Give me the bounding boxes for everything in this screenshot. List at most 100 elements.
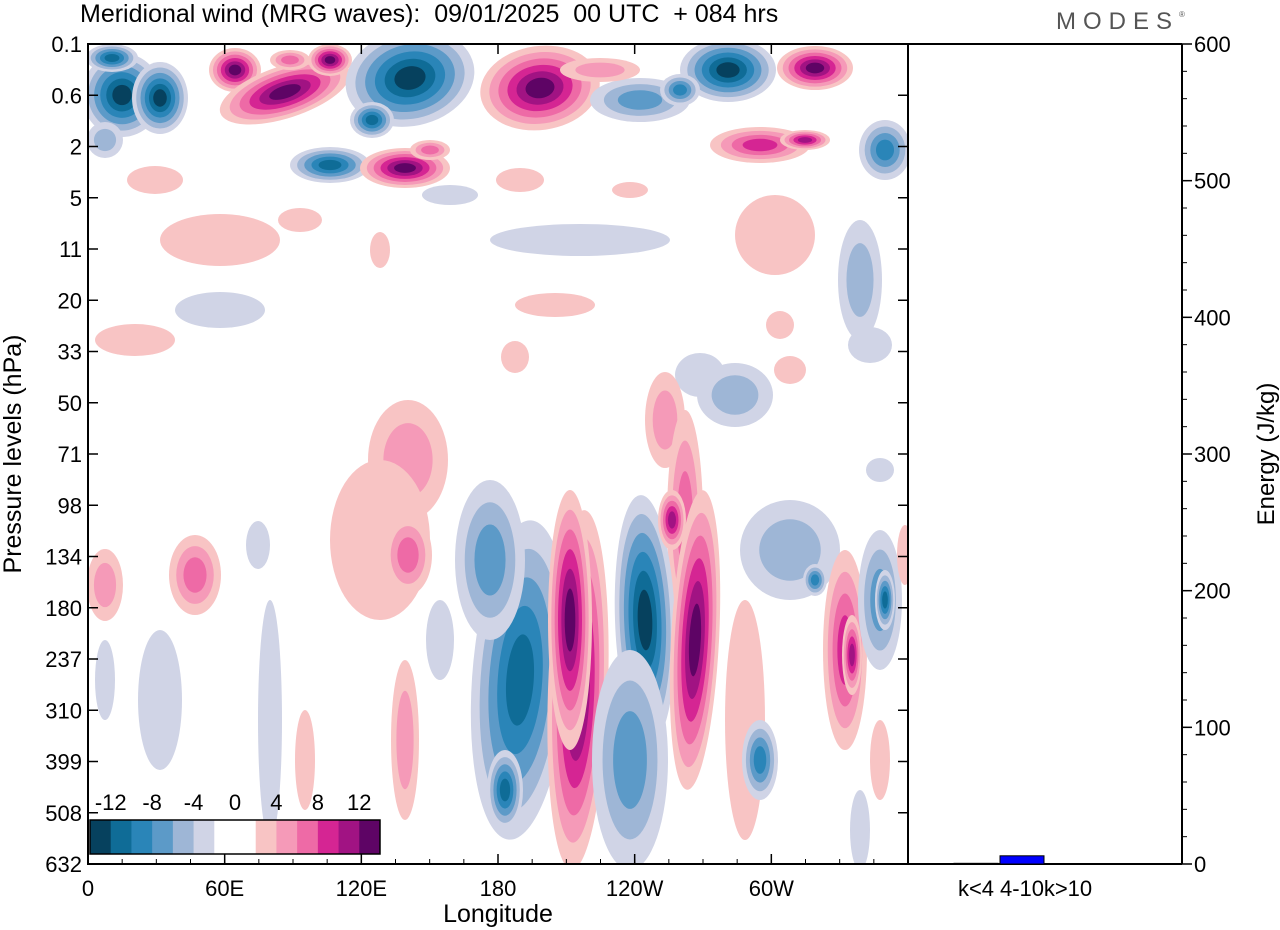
y-tick-label: 180 bbox=[45, 596, 82, 621]
positive-anomaly bbox=[270, 50, 310, 70]
negative-anomaly bbox=[138, 630, 182, 770]
y-tick-label: 632 bbox=[45, 852, 82, 877]
x-tick-label: 60W bbox=[749, 876, 794, 901]
energy-axis-label: Energy (J/kg) bbox=[1253, 383, 1280, 526]
negative-anomaly bbox=[290, 147, 370, 183]
y-tick-label: 0.6 bbox=[51, 83, 82, 108]
energy-tick-label: 500 bbox=[1194, 169, 1231, 194]
colorbar-tick-label: 8 bbox=[312, 790, 324, 815]
colorbar-swatch bbox=[235, 820, 257, 854]
positive-anomaly bbox=[870, 720, 890, 800]
colorbar-tick-label: 12 bbox=[347, 790, 371, 815]
y-tick-label: 0.1 bbox=[51, 32, 82, 57]
negative-anomaly bbox=[422, 185, 478, 205]
colorbar-tick-label: -4 bbox=[184, 790, 204, 815]
y-axis-label: Pressure levels (hPa) bbox=[0, 335, 27, 574]
negative-anomaly bbox=[95, 640, 115, 720]
positive-anomaly bbox=[725, 600, 765, 840]
positive-anomaly bbox=[735, 195, 815, 275]
positive-anomaly bbox=[669, 490, 721, 790]
colorbar-swatch bbox=[276, 820, 298, 854]
positive-anomaly bbox=[480, 45, 600, 131]
energy-bar bbox=[1045, 863, 1091, 865]
x-tick-label: 180 bbox=[480, 876, 517, 901]
positive-anomaly bbox=[160, 214, 280, 266]
positive-anomaly bbox=[560, 58, 640, 82]
positive-anomaly bbox=[95, 324, 175, 356]
positive-anomaly bbox=[360, 148, 450, 188]
positive-anomaly bbox=[774, 356, 806, 384]
energy-category-label: 4-10 bbox=[1000, 876, 1044, 901]
colorbar-tick-label: -12 bbox=[95, 790, 127, 815]
colorbar-swatch bbox=[317, 820, 340, 854]
y-tick-label: 134 bbox=[45, 545, 82, 570]
positive-anomaly bbox=[308, 44, 352, 76]
energy-tick-label: 600 bbox=[1194, 32, 1231, 57]
y-tick-label: 50 bbox=[58, 391, 82, 416]
colorbar-swatch bbox=[255, 820, 277, 854]
y-tick-label: 20 bbox=[58, 288, 82, 313]
negative-anomaly bbox=[258, 600, 282, 840]
positive-anomaly bbox=[515, 293, 595, 317]
negative-anomaly bbox=[345, 44, 475, 127]
energy-category-label: k>10 bbox=[1044, 876, 1092, 901]
y-tick-label: 2 bbox=[70, 135, 82, 160]
y-tick-label: 33 bbox=[58, 340, 82, 365]
positive-anomaly bbox=[278, 208, 322, 232]
negative-anomaly bbox=[88, 122, 123, 158]
negative-anomaly bbox=[848, 327, 892, 363]
x-axis-label: Longitude bbox=[443, 900, 553, 928]
y-tick-label: 508 bbox=[45, 801, 82, 826]
positive-anomaly bbox=[219, 59, 351, 125]
positive-anomaly bbox=[777, 46, 853, 90]
colorbar-frame bbox=[89, 819, 381, 855]
positive-anomaly bbox=[391, 660, 419, 820]
energy-tick-label: 0 bbox=[1194, 852, 1206, 877]
y-tick-label: 5 bbox=[70, 186, 82, 211]
chart-title: Meridional wind (MRG waves): 09/01/2025 … bbox=[80, 0, 779, 28]
energy-tick-label: 300 bbox=[1194, 442, 1231, 467]
positive-anomaly bbox=[496, 168, 544, 192]
energy-tick-label: 400 bbox=[1194, 305, 1231, 330]
y-tick-label: 11 bbox=[59, 237, 82, 262]
positive-anomaly bbox=[169, 535, 221, 615]
y-tick-label: 399 bbox=[45, 750, 82, 775]
negative-anomaly bbox=[350, 102, 394, 138]
positive-anomaly bbox=[842, 615, 862, 695]
wind-field bbox=[88, 44, 908, 864]
logo-registered-mark: ® bbox=[1179, 10, 1185, 19]
colorbar-tick-label: 0 bbox=[229, 790, 241, 815]
negative-anomaly bbox=[859, 120, 908, 180]
positive-anomaly bbox=[295, 710, 315, 810]
colorbar-legend: -12 -8 -4 0 4 8 12 bbox=[89, 790, 381, 855]
energy-bar bbox=[999, 855, 1045, 865]
negative-anomaly bbox=[490, 224, 670, 256]
negative-anomaly bbox=[175, 292, 265, 328]
negative-anomaly bbox=[697, 363, 773, 427]
energy-tick-label: 100 bbox=[1194, 715, 1231, 740]
energy-category-label: k<4 bbox=[958, 876, 994, 901]
positive-anomaly bbox=[658, 490, 686, 550]
colorbar-swatch bbox=[131, 820, 153, 854]
colorbar-swatch bbox=[110, 820, 132, 854]
negative-anomaly bbox=[803, 564, 827, 596]
positive-anomaly bbox=[897, 525, 908, 585]
x-tick-label: 120E bbox=[336, 876, 387, 901]
main-plot-axes: 0.1 0.6 2 5 11 20 33 50 71 98 134 180 237 310 399 508 63… bbox=[45, 32, 909, 901]
positive-anomaly bbox=[766, 311, 794, 339]
energy-panel: 0 100 200 300 400 500 600 k<4 4-10 k>10 bbox=[908, 32, 1231, 901]
negative-anomaly bbox=[660, 74, 700, 106]
positive-anomaly bbox=[780, 130, 830, 150]
negative-anomaly bbox=[742, 720, 778, 800]
negative-anomaly bbox=[866, 458, 894, 482]
positive-anomaly bbox=[88, 549, 123, 621]
colorbar-swatch bbox=[297, 820, 319, 854]
energy-bar bbox=[953, 862, 999, 865]
colorbar-swatch bbox=[193, 820, 215, 854]
y-tick-label: 237 bbox=[45, 647, 82, 672]
colorbar-tick-label: 4 bbox=[270, 790, 282, 815]
negative-anomaly bbox=[592, 650, 668, 864]
negative-anomaly bbox=[455, 480, 525, 640]
positive-anomaly bbox=[384, 515, 432, 595]
